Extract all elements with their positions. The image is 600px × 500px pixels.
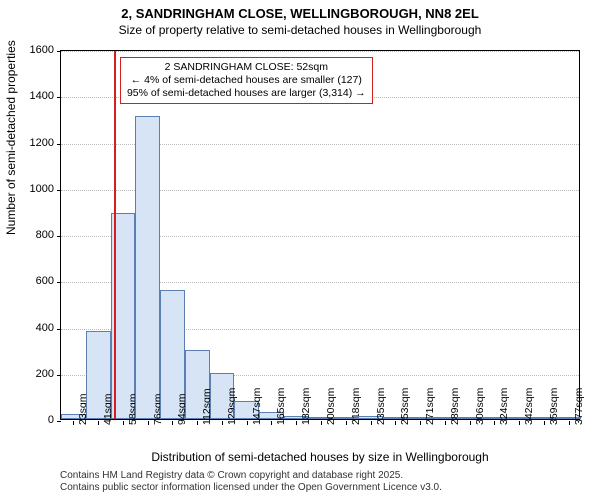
xtick-label: 200sqm <box>325 388 337 425</box>
annotation-line: ← 4% of semi-detached houses are smaller… <box>127 74 366 87</box>
xtick-mark <box>98 421 99 425</box>
ytick-mark <box>57 421 61 422</box>
gridline <box>61 51 579 52</box>
xtick-label: 306sqm <box>474 388 486 425</box>
xtick-mark <box>494 421 495 425</box>
footnote: Contains HM Land Registry data © Crown c… <box>60 470 442 494</box>
xtick-mark <box>148 421 149 425</box>
x-axis-label: Distribution of semi-detached houses by … <box>60 450 580 464</box>
chart-area: 23sqm41sqm58sqm76sqm94sqm112sqm129sqm147… <box>60 50 580 420</box>
xtick-mark <box>519 421 520 425</box>
ytick-label: 1600 <box>14 44 54 56</box>
xtick-mark <box>271 421 272 425</box>
xtick-mark <box>470 421 471 425</box>
ytick-label: 400 <box>14 322 54 334</box>
xtick-mark <box>569 421 570 425</box>
ytick-label: 600 <box>14 275 54 287</box>
ytick-label: 0 <box>14 414 54 426</box>
xtick-mark <box>395 421 396 425</box>
ytick-mark <box>57 282 61 283</box>
xtick-mark <box>73 421 74 425</box>
xtick-label: 253sqm <box>399 388 411 425</box>
chart-title-primary: 2, SANDRINGHAM CLOSE, WELLINGBOROUGH, NN… <box>0 6 600 21</box>
xtick-mark <box>321 421 322 425</box>
xtick-label: 218sqm <box>350 388 362 425</box>
xtick-label: 165sqm <box>275 388 287 425</box>
xtick-mark <box>172 421 173 425</box>
ytick-label: 200 <box>14 368 54 380</box>
xtick-mark <box>445 421 446 425</box>
xtick-label: 377sqm <box>573 388 585 425</box>
xtick-label: 359sqm <box>548 388 560 425</box>
ytick-label: 800 <box>14 229 54 241</box>
ytick-mark <box>57 236 61 237</box>
ytick-mark <box>57 329 61 330</box>
xtick-mark <box>420 421 421 425</box>
ytick-label: 1000 <box>14 183 54 195</box>
xtick-mark <box>296 421 297 425</box>
ytick-label: 1200 <box>14 137 54 149</box>
xtick-mark <box>346 421 347 425</box>
chart-title-secondary: Size of property relative to semi-detach… <box>0 23 600 37</box>
plot-area: 23sqm41sqm58sqm76sqm94sqm112sqm129sqm147… <box>60 50 580 420</box>
annotation-box: 2 SANDRINGHAM CLOSE: 52sqm← 4% of semi-d… <box>120 57 373 104</box>
annotation-line: 95% of semi-detached houses are larger (… <box>127 87 366 100</box>
ytick-mark <box>57 51 61 52</box>
ytick-mark <box>57 97 61 98</box>
xtick-label: 271sqm <box>424 388 436 425</box>
reference-line <box>114 51 116 419</box>
ytick-mark <box>57 190 61 191</box>
xtick-mark <box>371 421 372 425</box>
ytick-mark <box>57 375 61 376</box>
xtick-label: 235sqm <box>375 388 387 425</box>
xtick-label: 289sqm <box>449 388 461 425</box>
xtick-mark <box>544 421 545 425</box>
xtick-mark <box>222 421 223 425</box>
ytick-mark <box>57 144 61 145</box>
xtick-mark <box>247 421 248 425</box>
xtick-label: 182sqm <box>300 388 312 425</box>
footnote-line-1: Contains HM Land Registry data © Crown c… <box>60 470 442 482</box>
footnote-line-2: Contains public sector information licen… <box>60 482 442 494</box>
ytick-label: 1400 <box>14 90 54 102</box>
xtick-mark <box>197 421 198 425</box>
xtick-label: 147sqm <box>251 388 263 425</box>
annotation-line: 2 SANDRINGHAM CLOSE: 52sqm <box>127 61 366 74</box>
histogram-bar <box>135 116 160 419</box>
xtick-label: 342sqm <box>523 388 535 425</box>
xtick-mark <box>123 421 124 425</box>
xtick-label: 324sqm <box>498 388 510 425</box>
chart-titles: 2, SANDRINGHAM CLOSE, WELLINGBOROUGH, NN… <box>0 0 600 37</box>
